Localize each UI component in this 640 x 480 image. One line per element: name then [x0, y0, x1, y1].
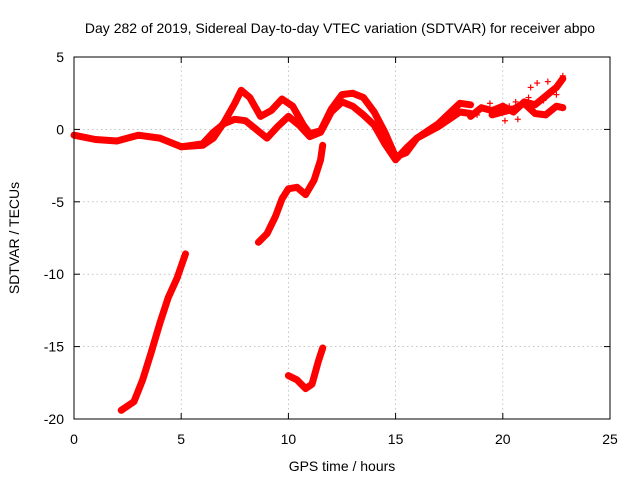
plus-marker [544, 78, 551, 85]
plus-marker [540, 97, 547, 104]
plus-marker [525, 94, 532, 101]
plus-marker [497, 109, 504, 116]
y-tick-label: -5 [52, 194, 65, 210]
plus-marker [512, 98, 519, 105]
y-tick-label: -20 [44, 411, 64, 427]
plot-frame [73, 56, 611, 420]
series-arc-3 [117, 250, 189, 414]
y-tick-label: 5 [56, 49, 64, 65]
plus-marker [506, 103, 513, 110]
x-tick-label: 25 [602, 431, 618, 447]
data-markers [474, 72, 566, 124]
plus-marker [486, 100, 493, 107]
series-arc-2 [177, 98, 475, 164]
x-tick-label: 0 [70, 431, 78, 447]
plus-marker [534, 80, 541, 87]
plus-marker [501, 117, 508, 124]
y-tick-label: -15 [44, 339, 64, 355]
y-tick-label: -10 [44, 266, 64, 282]
plus-marker [553, 91, 560, 98]
series-arc-5 [284, 344, 327, 393]
y-tick-label: 0 [56, 121, 64, 137]
plus-marker [527, 84, 534, 91]
x-tick-label: 5 [177, 431, 185, 447]
y-axis-title: SDTVAR / TECUs [6, 182, 22, 294]
plus-marker [514, 116, 521, 123]
x-tick-label: 10 [281, 431, 297, 447]
data-series [70, 75, 567, 414]
plus-marker [474, 111, 481, 118]
series-arc-7 [488, 99, 567, 119]
series-arc-4 [254, 141, 327, 246]
x-axis-title: GPS time / hours [289, 458, 396, 474]
axis-ticks: 0 5 10 15 20 25 -20 -15 -10 -5 0 5 [44, 49, 618, 447]
plus-marker [559, 72, 566, 79]
x-tick-label: 20 [495, 431, 511, 447]
chart-title: Day 282 of 2019, Sidereal Day-to-day VTE… [85, 20, 595, 36]
x-tick-label: 15 [388, 431, 404, 447]
plus-marker [549, 106, 556, 113]
grid-lines [74, 57, 610, 419]
